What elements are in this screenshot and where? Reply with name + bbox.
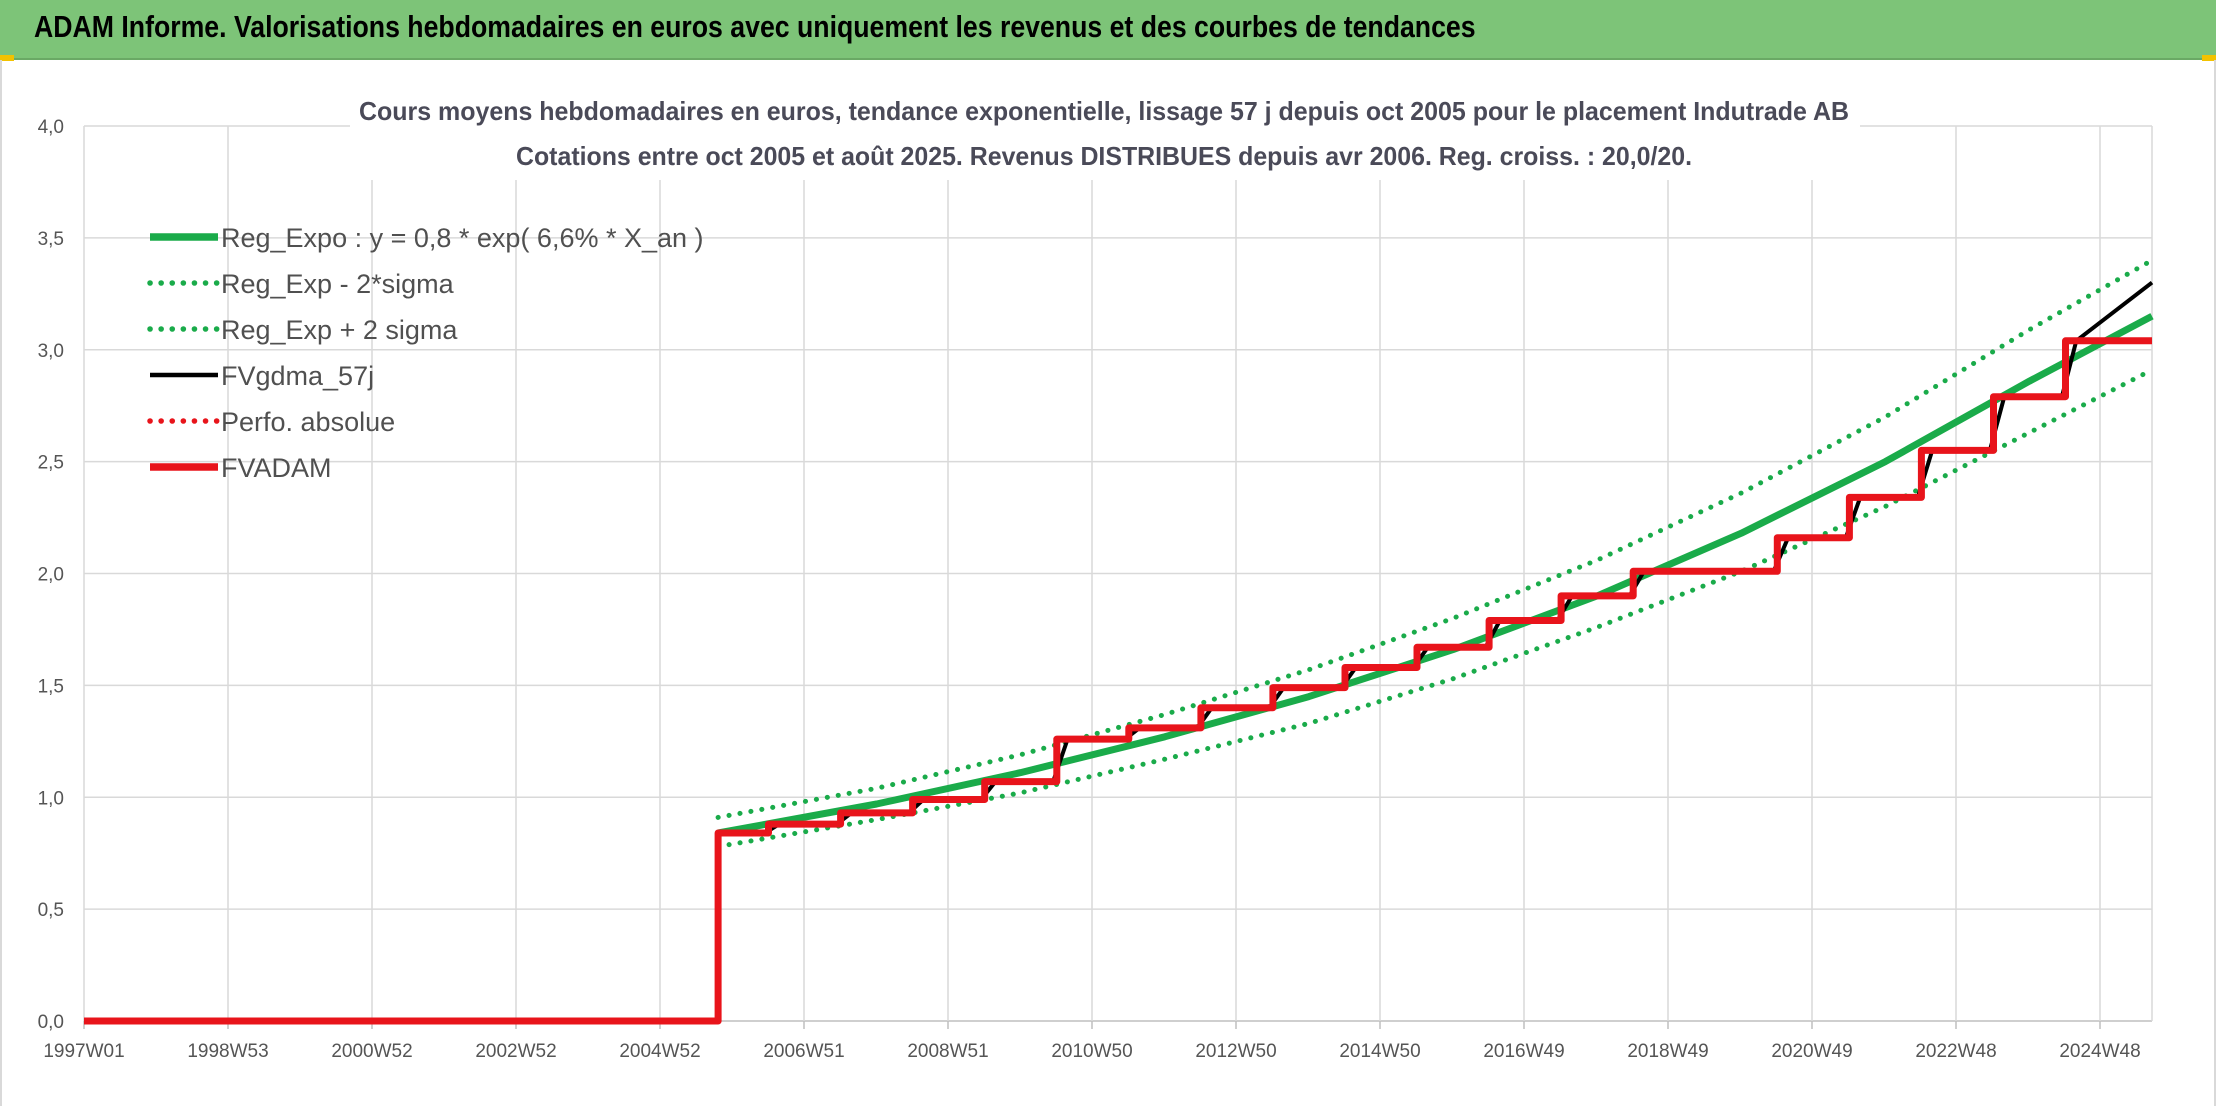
legend-label: FVgdma_57j bbox=[221, 361, 374, 391]
legend-label: FVADAM bbox=[221, 453, 332, 483]
y-tick-label: 3,5 bbox=[38, 229, 64, 250]
series-lines bbox=[84, 257, 2155, 1025]
x-tick-label: 2012W50 bbox=[1195, 1041, 1276, 1062]
x-tick-label: 2004W52 bbox=[619, 1041, 700, 1062]
y-tick-label: 0,5 bbox=[38, 900, 64, 921]
y-tick-label: 1,5 bbox=[38, 676, 64, 697]
x-tick-label: 2002W52 bbox=[475, 1041, 556, 1062]
x-tick-label: 2008W51 bbox=[907, 1041, 988, 1062]
x-tick-label: 1997W01 bbox=[43, 1041, 124, 1062]
series-line-5 bbox=[84, 337, 2152, 1025]
legend-label: Reg_Expo : y = 0,8 * exp( 6,6% * X_an ) bbox=[221, 223, 704, 253]
x-tick-label: 2010W50 bbox=[1051, 1041, 1132, 1062]
report-title: ADAM Informe. Valorisations hebdomadaire… bbox=[34, 9, 1476, 44]
x-tick-label: 2018W49 bbox=[1627, 1041, 1708, 1062]
x-tick-label: 2022W48 bbox=[1915, 1041, 1996, 1062]
x-tick-label: 2006W51 bbox=[763, 1041, 844, 1062]
y-tick-label: 0,0 bbox=[38, 1012, 64, 1033]
series-line-0 bbox=[717, 313, 2154, 837]
x-tick-label: 2014W50 bbox=[1339, 1041, 1420, 1062]
y-axis-ticks: 0,0 0,5 1,0 1,5 2,0 2,5 3,0 3,5 4,0 bbox=[38, 117, 64, 1033]
legend-label: Reg_Exp + 2 sigma bbox=[221, 315, 458, 345]
y-tick-label: 2,0 bbox=[38, 565, 64, 586]
x-tick-label: 2020W49 bbox=[1771, 1041, 1852, 1062]
corner-mark-right bbox=[2202, 55, 2216, 61]
corner-mark-left bbox=[0, 55, 14, 61]
x-tick-label: 1998W53 bbox=[187, 1041, 268, 1062]
gridlines bbox=[83, 125, 2153, 1022]
x-tick-label: 2000W52 bbox=[331, 1041, 412, 1062]
report-header: ADAM Informe. Valorisations hebdomadaire… bbox=[0, 0, 2216, 60]
x-tick-label: 2024W48 bbox=[2059, 1041, 2140, 1062]
legend: Reg_Expo : y = 0,8 * exp( 6,6% * X_an ) R… bbox=[147, 223, 704, 483]
series-line-3 bbox=[84, 281, 2154, 1023]
y-tick-label: 3,0 bbox=[38, 341, 64, 362]
legend-label: Perfo. absolue bbox=[221, 407, 395, 437]
chart-title: Cours moyens hebdomadaires en euros, ten… bbox=[359, 96, 1849, 126]
y-tick-label: 4,0 bbox=[38, 117, 64, 138]
chart-subtitle: Cotations entre oct 2005 et août 2025. R… bbox=[516, 141, 1692, 171]
title-backdrop bbox=[350, 86, 1860, 180]
series-line-1 bbox=[715, 367, 2155, 849]
y-tick-label: 2,5 bbox=[38, 453, 64, 474]
legend-label: Reg_Exp - 2*sigma bbox=[221, 269, 455, 299]
x-tick-label: 2016W49 bbox=[1483, 1041, 1564, 1062]
series-line-2 bbox=[715, 257, 2155, 820]
chart-frame bbox=[0, 60, 2216, 1106]
y-tick-label: 1,0 bbox=[38, 788, 64, 809]
x-axis-ticks: 1997W01 1998W53 2000W52 2002W52 2004W52 2006W… bbox=[43, 1021, 2141, 1062]
